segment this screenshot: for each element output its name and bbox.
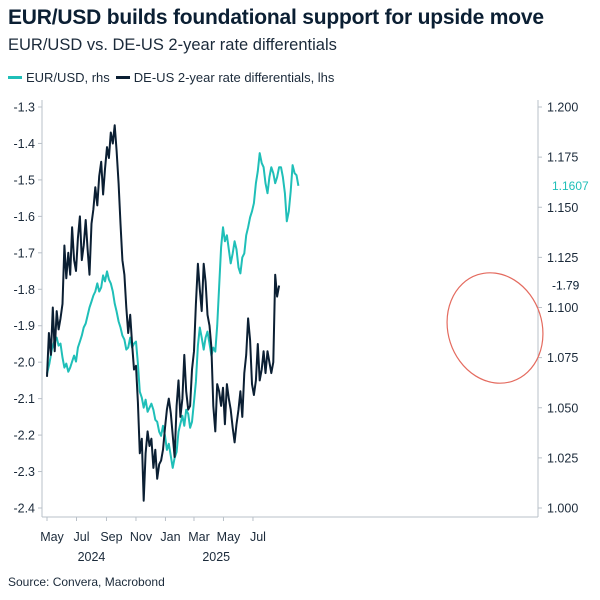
left-tick-label: -2.2 <box>13 429 35 443</box>
legend-label-eurusd: EUR/USD, rhs <box>26 70 110 85</box>
series-line-rate-differentials <box>46 124 281 502</box>
left-tick-label: -1.4 <box>13 137 35 151</box>
legend-item-eurusd: EUR/USD, rhs <box>8 70 110 85</box>
x-tick-label: May <box>40 530 64 544</box>
right-tick-label: 1.150 <box>547 201 578 215</box>
x-tick-label: Jan <box>160 530 180 544</box>
right-tick-label: 1.000 <box>547 502 578 516</box>
x-tick-label: Sep <box>100 530 122 544</box>
source-note: Source: Convera, Macrobond <box>8 575 165 589</box>
right-tick-label: 1.125 <box>547 251 578 265</box>
left-tick-label: -2.4 <box>13 502 35 516</box>
left-tick-label: -1.8 <box>13 283 35 297</box>
right-tick-label: 1.025 <box>547 451 578 465</box>
right-tick-label: 1.050 <box>547 401 578 415</box>
year-label: 2024 <box>78 550 106 564</box>
legend-swatch-eurusd <box>8 76 22 79</box>
x-tick-label: May <box>217 530 241 544</box>
left-tick-label: -2.0 <box>13 356 35 370</box>
left-tick-label: -2.1 <box>13 392 35 406</box>
last-value-label-eurusd: 1.1607 <box>552 179 589 193</box>
right-tick-label: 1.200 <box>547 101 578 115</box>
x-tick-label: Mar <box>188 530 210 544</box>
left-tick-label: -1.3 <box>13 101 35 115</box>
last-value-label-rate-differentials: -1.79 <box>552 279 580 293</box>
right-tick-label: 1.075 <box>547 351 578 365</box>
x-tick-label: Jul <box>250 530 266 544</box>
legend-label-diff: DE-US 2-year rate differentials, lhs <box>133 70 335 85</box>
legend-swatch-diff <box>115 76 130 79</box>
legend: EUR/USD, rhs DE-US 2-year rate different… <box>8 70 340 85</box>
left-tick-label: -1.5 <box>13 173 35 187</box>
right-tick-label: 1.100 <box>547 301 578 315</box>
series-line-eurusd <box>46 152 300 469</box>
legend-item-diff: DE-US 2-year rate differentials, lhs <box>115 70 335 85</box>
x-tick-label: Nov <box>130 530 153 544</box>
chart-subtitle: EUR/USD vs. DE-US 2-year rate differenti… <box>8 36 337 54</box>
annotation-ellipse <box>446 272 544 384</box>
year-label: 2025 <box>202 550 230 564</box>
left-tick-label: -1.7 <box>13 246 35 260</box>
left-tick-label: -1.6 <box>13 210 35 224</box>
left-tick-label: -1.9 <box>13 319 35 333</box>
right-tick-label: 1.175 <box>547 151 578 165</box>
chart-title: EUR/USD builds foundational support for … <box>8 6 544 29</box>
x-tick-label: Jul <box>74 530 90 544</box>
left-tick-label: -2.3 <box>13 465 35 479</box>
